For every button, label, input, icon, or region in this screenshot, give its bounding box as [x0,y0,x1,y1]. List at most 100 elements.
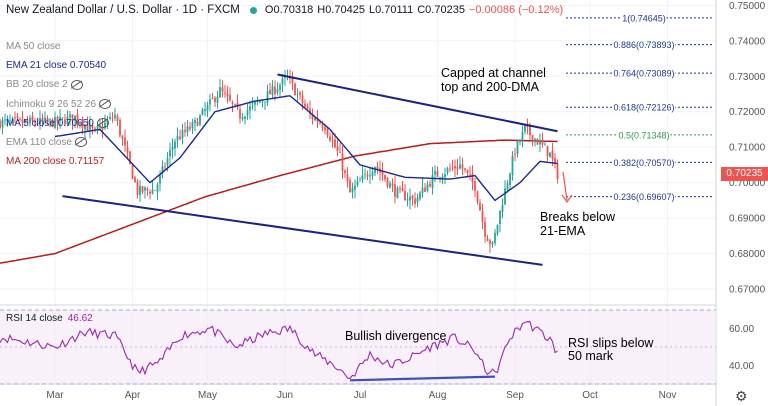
legend-row-6[interactable]: MA 200 close 0.71157 [6,156,105,168]
candle-body [399,187,401,189]
candle [451,159,454,172]
candle [31,111,34,123]
candle [11,116,14,124]
legend-row-4[interactable]: MA 5 close 0.70650 [6,118,109,129]
candle [514,148,516,162]
candle [209,93,211,112]
legend-row-2[interactable]: BB 20 close 2 [6,79,83,90]
axes[interactable]: 0.75000 0.74000 0.73000 0.72000 0.71000 0.700… [46,1,765,401]
hidden-eye-icon[interactable] [99,98,112,109]
candle [36,117,39,127]
candle [486,234,489,242]
hidden-eye-icon[interactable] [96,118,109,129]
candle [89,116,91,139]
candle-body [456,166,459,169]
legend-row-5[interactable]: EMA 110 close [6,137,87,148]
candle [499,210,501,233]
candle [364,168,366,180]
candle [309,100,311,120]
candle-body [279,84,281,91]
candle [274,80,276,101]
candle-body [306,105,309,109]
candle-body [186,126,189,133]
price-tick-4: 0.71000 [729,143,766,154]
candle [64,113,66,127]
candle [134,175,136,184]
candle [141,185,144,195]
candle [524,125,526,135]
candle [191,118,194,135]
candle-body [534,139,536,143]
candle-body [336,146,339,152]
candle-body [434,171,436,175]
candle-body [276,89,279,93]
candle [124,129,126,152]
candle-body [269,89,271,95]
candle-body [374,166,376,173]
candle [546,145,549,162]
symbol-title[interactable]: New Zealand Dollar / U.S. Dollar · 1D · … [6,4,240,16]
candle [154,190,156,191]
chart-header: New Zealand Dollar / U.S. Dollar · 1D · … [6,4,563,16]
candle [54,111,56,130]
candle [384,174,386,182]
last-price-tag: 0.70235 [721,167,768,182]
candle [374,166,376,177]
legend-row-3[interactable]: Ichimoku 9 26 52 26 [6,98,112,110]
candle [41,113,44,128]
candle [424,183,426,193]
rsi-tick-1: 40.00 [729,361,754,372]
candle [219,79,221,98]
candle [109,112,111,121]
candle-body [369,175,371,177]
candle [354,179,356,199]
candle [429,180,431,188]
candle-body [314,118,316,121]
candle-body [81,122,84,128]
candle-body [31,116,34,121]
candle-body [301,95,304,104]
candle-body [109,116,111,119]
candle-body [344,170,346,174]
candle-body [319,122,321,124]
candle-body [329,136,331,141]
legend-row-0[interactable]: MA 50 close [6,41,61,52]
candle-body [474,181,476,191]
candle-body [124,137,126,146]
rsi-path [0,321,558,380]
candle [229,87,231,103]
legend-row-1[interactable]: EMA 21 close 0.70540 [6,60,107,72]
hidden-eye-icon[interactable] [70,79,83,90]
candle-body [339,151,341,153]
candle-body [54,117,56,128]
channel-lines [62,73,558,266]
candle-body [256,101,259,103]
candle [476,190,479,205]
price-tick-2: 0.73000 [729,72,766,83]
candle [406,192,409,207]
candle [426,180,429,193]
candle [59,109,61,129]
fibonacci-levels: 1(0.74645) 0.886(0.73893) 0.764(0.73089) 0.… [566,12,714,204]
candle [211,92,214,100]
candle-body [46,118,49,122]
candle-body [454,165,456,169]
note-rsi-0: RSI slips below [568,336,654,350]
candle [21,111,24,129]
hidden-eye-icon[interactable] [74,137,87,148]
candle-body [191,121,194,129]
ema21-path [54,95,558,202]
candle-body [331,140,334,142]
down-arrow-head-icon [561,194,573,204]
candle [511,151,514,181]
candle-body [391,183,394,186]
rsi-legend: RSI 14 close 46.62 [6,313,93,324]
candle-body [426,184,429,191]
candle-body [481,210,484,222]
gear-icon[interactable]: ⚙ [735,388,748,404]
candle [129,150,131,165]
candle [554,153,556,169]
candle-body [114,114,116,119]
candle-body [111,117,114,119]
candle [396,186,399,199]
